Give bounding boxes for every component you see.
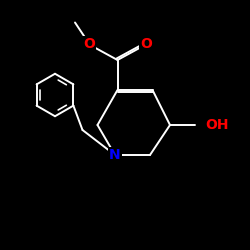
Text: OH: OH bbox=[205, 118, 229, 132]
Text: O: O bbox=[83, 37, 95, 51]
Text: O: O bbox=[140, 37, 152, 51]
Text: N: N bbox=[109, 148, 121, 162]
